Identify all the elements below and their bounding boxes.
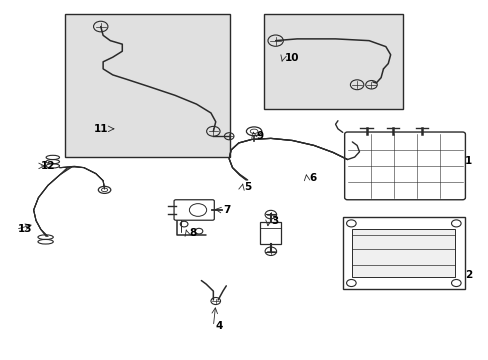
Text: 1: 1 [464, 156, 471, 166]
Text: 2: 2 [464, 270, 471, 280]
Bar [351, 229, 454, 277]
Text: 10: 10 [285, 53, 299, 63]
Text: 6: 6 [308, 173, 316, 183]
Text: 3: 3 [270, 216, 278, 226]
Bar [260, 222, 281, 243]
Text: 5: 5 [244, 182, 251, 192]
Bar [64, 14, 230, 157]
Text: 8: 8 [189, 228, 196, 238]
FancyBboxPatch shape [174, 200, 214, 220]
Bar [263, 14, 402, 109]
Text: 13: 13 [18, 224, 33, 234]
Text: 7: 7 [223, 205, 230, 215]
Text: 9: 9 [256, 131, 263, 141]
Text: 12: 12 [41, 161, 55, 171]
Bar [342, 217, 464, 289]
Text: 11: 11 [93, 124, 108, 134]
FancyBboxPatch shape [344, 132, 465, 200]
Text: 4: 4 [215, 321, 223, 332]
